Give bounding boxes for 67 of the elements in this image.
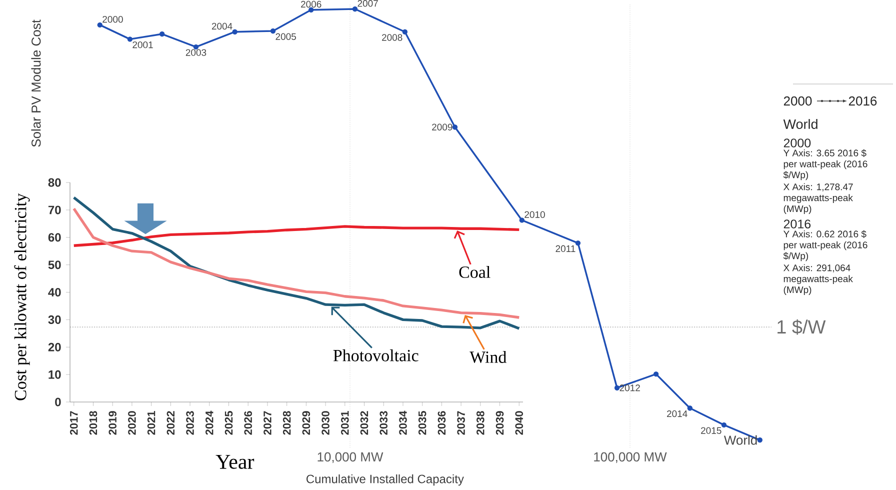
y-tick-label: 50: [48, 260, 61, 270]
y-tick-label: 80: [48, 178, 61, 187]
text: 2000: [784, 96, 812, 106]
annotation: 2004: [212, 22, 232, 30]
text: World: [783, 119, 818, 129]
annotation: 2012: [620, 384, 640, 392]
x-tick-label: 2025: [224, 411, 233, 435]
annotation: 2015: [701, 427, 722, 434]
x-tick-label: 2032: [360, 411, 368, 435]
annotation: 2010: [524, 211, 545, 218]
x-tick-label: 2020: [128, 411, 136, 435]
legend-label: Photovoltaic: [333, 349, 418, 362]
annotation: 2001: [132, 41, 153, 48]
annotation: 2014: [667, 410, 688, 418]
y-tick-label: 40: [48, 288, 61, 297]
x-tick-label: 2026: [244, 411, 252, 435]
x-tick-label: 2031: [341, 411, 349, 435]
text: Wind: [470, 350, 507, 364]
text: 2016: [848, 96, 877, 106]
x-tick-label: 2023: [186, 411, 194, 435]
text: X Axis: 1,278.47 megawatts-peak (MWp): [783, 183, 853, 214]
text: 2000: [784, 138, 811, 148]
annotation: 2005: [276, 33, 296, 40]
y-axis-title: Cost per kilowatt of electricity: [14, 193, 30, 400]
annotation: 2009: [432, 124, 452, 130]
x-tick-label: 2024: [206, 410, 214, 435]
x-tick-label: 2028: [282, 411, 291, 435]
annotation: 2007: [358, 0, 378, 7]
x-tick-label: 2018: [89, 411, 98, 435]
y-tick-label: 20: [48, 342, 61, 352]
legend-label: Coal: [459, 266, 490, 278]
x-tick-label: 2037: [457, 411, 465, 435]
y-axis-title: Solar PV Module Cost: [31, 20, 41, 147]
y-tick-label: 60: [48, 233, 61, 242]
x-tick-label: 2029: [302, 411, 310, 435]
x-tick-label: 100,000 MW: [594, 452, 667, 464]
text: Y Axis: 0.62 2016 $ per watt-peak (2016 $/Wp): [783, 230, 868, 262]
x-tick-label: 2017: [70, 411, 78, 435]
x-tick-label: 2036: [438, 411, 446, 435]
x-tick-label: 2033: [380, 411, 388, 435]
x-tick-label: 2039: [496, 411, 504, 435]
text: 2016: [784, 220, 811, 228]
x-axis-title: Year: [216, 454, 254, 469]
y-tick-label: 30: [48, 315, 61, 324]
y-tick-label: 70: [48, 206, 61, 214]
x-tick-label: 2038: [476, 411, 484, 435]
x-tick-label: 2019: [108, 411, 116, 435]
x-tick-label: 2034: [399, 410, 407, 435]
text: X Axis: 291,064 megawatts-peak (MWp): [783, 264, 853, 295]
x-axis-title: Cumulative Installed Capacity: [306, 474, 464, 486]
y-tick-label: 10: [48, 370, 61, 379]
x-tick-label: 2022: [166, 411, 175, 435]
y-tick-label: 0: [55, 398, 61, 406]
text: Y Axis: 3.65 2016 $ per watt-peak (2016 $/Wp): [783, 149, 868, 180]
x-tick-label: 2040: [515, 411, 524, 435]
annotation: 2003: [186, 49, 206, 56]
x-tick-label: 2030: [322, 411, 330, 435]
ref-line-label: 1 $/W: [778, 319, 826, 335]
x-tick-label: 2027: [264, 411, 272, 435]
annotation: 2000: [102, 16, 123, 23]
annotation: 2011: [556, 245, 576, 252]
x-tick-label: 2035: [418, 411, 426, 435]
x-tick-label: 10,000 MW: [318, 452, 384, 464]
annotation: World: [724, 435, 757, 445]
annotation: 2008: [382, 34, 402, 41]
annotation: 2006: [301, 0, 322, 8]
x-tick-label: 2021: [147, 411, 156, 435]
